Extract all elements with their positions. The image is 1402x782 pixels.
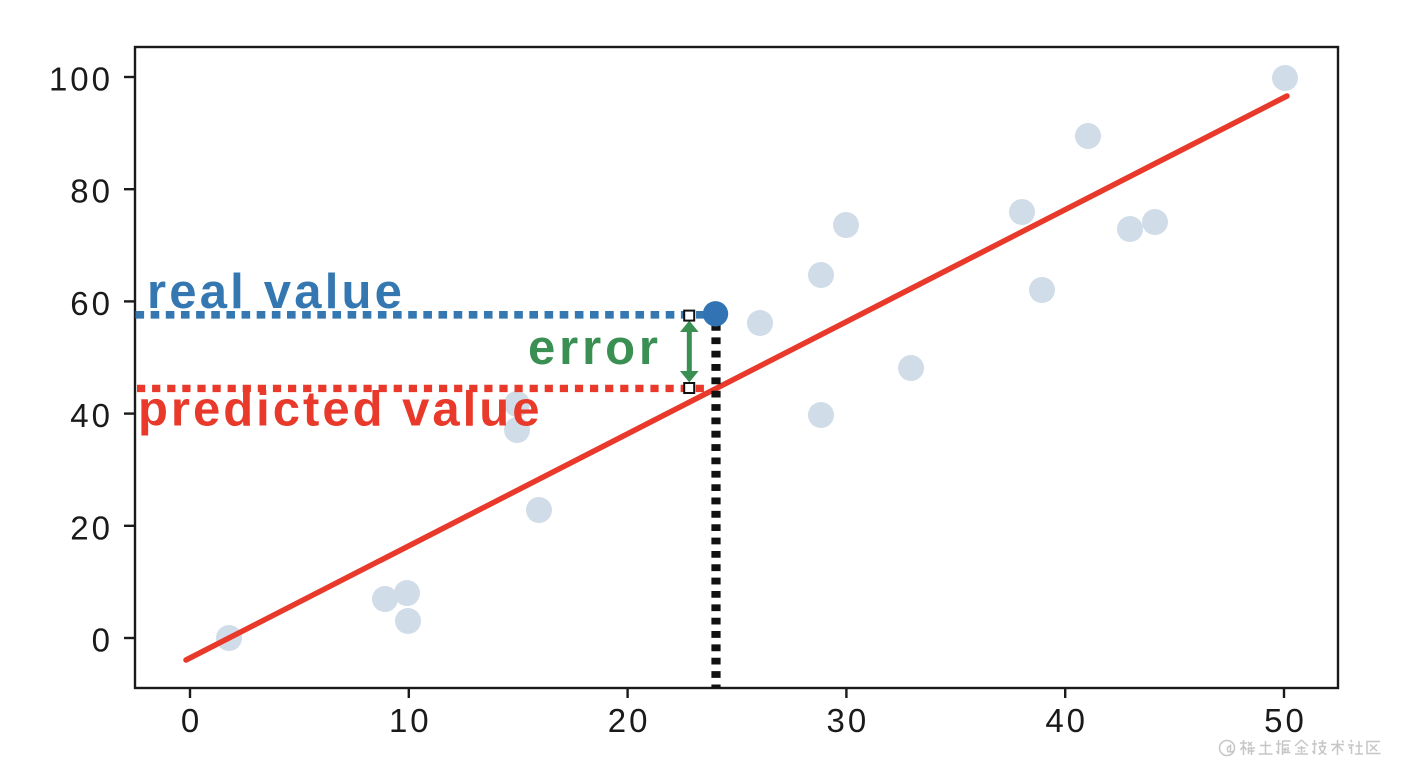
svg-text:100: 100 bbox=[49, 61, 113, 98]
svg-text:50: 50 bbox=[1264, 702, 1307, 739]
svg-text:60: 60 bbox=[70, 285, 113, 322]
svg-text:40: 40 bbox=[1045, 702, 1088, 739]
svg-text:10: 10 bbox=[389, 702, 432, 739]
svg-text:0: 0 bbox=[92, 622, 113, 659]
svg-text:20: 20 bbox=[70, 509, 113, 546]
svg-text:error: error bbox=[528, 321, 662, 375]
svg-text:20: 20 bbox=[608, 702, 651, 739]
svg-text:80: 80 bbox=[70, 173, 113, 210]
svg-text:30: 30 bbox=[827, 702, 870, 739]
svg-text:real value: real value bbox=[147, 265, 405, 319]
svg-text:40: 40 bbox=[70, 397, 113, 434]
svg-text:predicted value: predicted value bbox=[138, 383, 542, 437]
svg-text:0: 0 bbox=[181, 702, 202, 739]
